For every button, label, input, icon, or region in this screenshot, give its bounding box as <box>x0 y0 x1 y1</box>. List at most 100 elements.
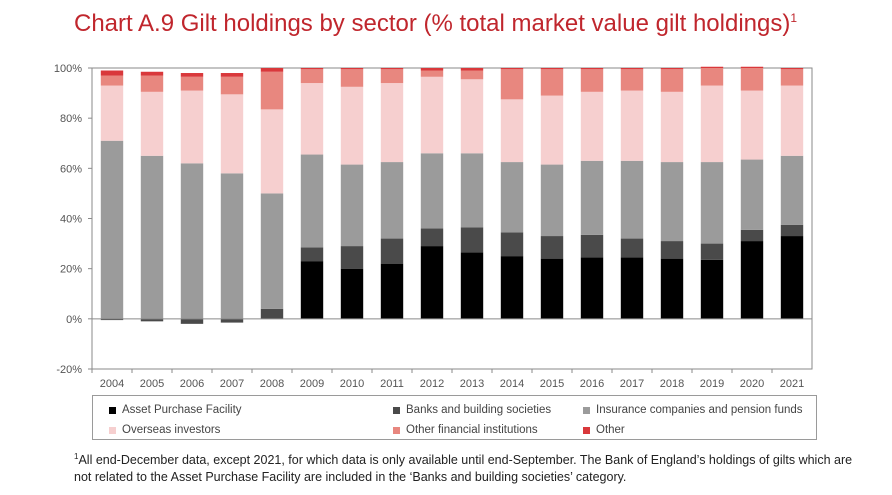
bar-segment <box>700 66 724 68</box>
bar-segment <box>660 241 684 259</box>
bar-segment <box>740 66 764 68</box>
bar-segment <box>780 236 804 319</box>
bar-segment <box>180 163 204 319</box>
bar-segment <box>780 69 804 86</box>
footnote: 1All end-December data, except 2021, for… <box>74 448 864 486</box>
legend-label: Overseas investors <box>122 424 221 436</box>
bar-segment <box>340 268 364 319</box>
legend-item: Banks and building societies <box>393 404 551 416</box>
bar-segment <box>220 318 244 323</box>
bar-segment <box>340 164 364 247</box>
chart-title-text: Chart A.9 Gilt holdings by sector (% tot… <box>74 10 791 37</box>
bar-segment <box>740 229 764 242</box>
legend-label: Other <box>596 424 625 436</box>
bar-segment <box>620 68 644 70</box>
footnote-marker: 1 <box>74 452 79 461</box>
bar-segment <box>380 83 404 163</box>
bar-segment <box>140 71 164 76</box>
bar-segment <box>660 162 684 242</box>
legend-label: Insurance companies and pension funds <box>596 404 803 416</box>
x-tick-label: 2012 <box>420 378 444 390</box>
bar-segment <box>180 318 204 324</box>
bar-segment <box>700 85 724 163</box>
bar-segment <box>660 258 684 319</box>
y-tick-label: 100% <box>54 63 82 75</box>
x-tick-label: 2008 <box>260 378 284 390</box>
bar-segment <box>500 232 524 257</box>
bar-segment <box>780 224 804 237</box>
legend-item: Other <box>583 424 625 436</box>
bar-segment <box>500 256 524 319</box>
bar-segment <box>180 90 204 164</box>
bar-segment <box>340 68 364 70</box>
chart-title: Chart A.9 Gilt holdings by sector (% tot… <box>74 10 797 38</box>
bar-segment <box>620 90 644 161</box>
bar-segment <box>540 236 564 259</box>
x-tick-label: 2014 <box>500 378 524 390</box>
bar-segment <box>620 257 644 319</box>
bar-segment <box>420 68 444 71</box>
bar-segment <box>500 162 524 233</box>
bar-segment <box>180 76 204 91</box>
bar-segment <box>460 70 484 80</box>
bar-segment <box>540 95 564 165</box>
chart-legend: Asset Purchase Facility Banks and buildin… <box>92 395 817 440</box>
legend-swatch <box>393 426 400 434</box>
bar-segment <box>500 69 524 100</box>
bar-segment <box>100 70 124 76</box>
x-tick-label: 2010 <box>340 378 364 390</box>
bar-segment <box>300 154 324 248</box>
bar-segment <box>180 73 204 77</box>
bar-segment <box>460 153 484 228</box>
x-tick-label: 2007 <box>220 378 244 390</box>
legend-swatch <box>583 406 590 414</box>
bar-segment <box>740 90 764 160</box>
x-tick-label: 2011 <box>380 378 404 390</box>
bar-segment <box>420 153 444 229</box>
bar-segment <box>540 69 564 96</box>
bar-segment <box>220 76 244 95</box>
bar-segment <box>580 68 604 70</box>
bar-segment <box>580 160 604 235</box>
bar-segment <box>700 68 724 86</box>
y-tick-label: 20% <box>60 264 82 276</box>
x-tick-label: 2018 <box>660 378 684 390</box>
x-tick-label: 2005 <box>140 378 164 390</box>
bar-segment <box>420 228 444 247</box>
bar-segment <box>100 318 124 321</box>
legend-swatch <box>109 426 116 434</box>
bar-segment <box>260 308 284 319</box>
bar-segment <box>540 164 564 237</box>
bar-segment <box>340 86 364 165</box>
bar-segment <box>620 69 644 91</box>
legend-swatch <box>393 406 400 414</box>
bar-segment <box>780 85 804 156</box>
footnote-text: All end-December data, except 2021, for … <box>74 453 853 485</box>
bar-segment <box>780 155 804 225</box>
x-tick-label: 2004 <box>100 378 124 390</box>
bar-segment <box>700 243 724 260</box>
x-tick-label: 2013 <box>460 378 484 390</box>
bar-segment <box>420 246 444 319</box>
bar-segment <box>300 69 324 84</box>
legend-swatch <box>583 426 590 434</box>
x-tick-label: 2006 <box>180 378 204 390</box>
x-tick-label: 2017 <box>620 378 644 390</box>
x-tick-label: 2020 <box>740 378 764 390</box>
bar-segment <box>300 83 324 155</box>
bar-segment <box>580 69 604 92</box>
bar-segment <box>500 99 524 163</box>
legend-item: Asset Purchase Facility <box>109 404 242 416</box>
bar-segment <box>380 69 404 84</box>
bar-segment <box>140 75 164 92</box>
bar-segment <box>100 140 124 319</box>
bar-segment <box>660 69 684 92</box>
bar-segment <box>580 234 604 258</box>
bar-segment <box>540 68 564 70</box>
bar-segment <box>740 241 764 319</box>
bar-segment <box>300 247 324 262</box>
bar-segment <box>540 258 564 319</box>
bar-segment <box>260 71 284 110</box>
bar-segment <box>660 91 684 163</box>
